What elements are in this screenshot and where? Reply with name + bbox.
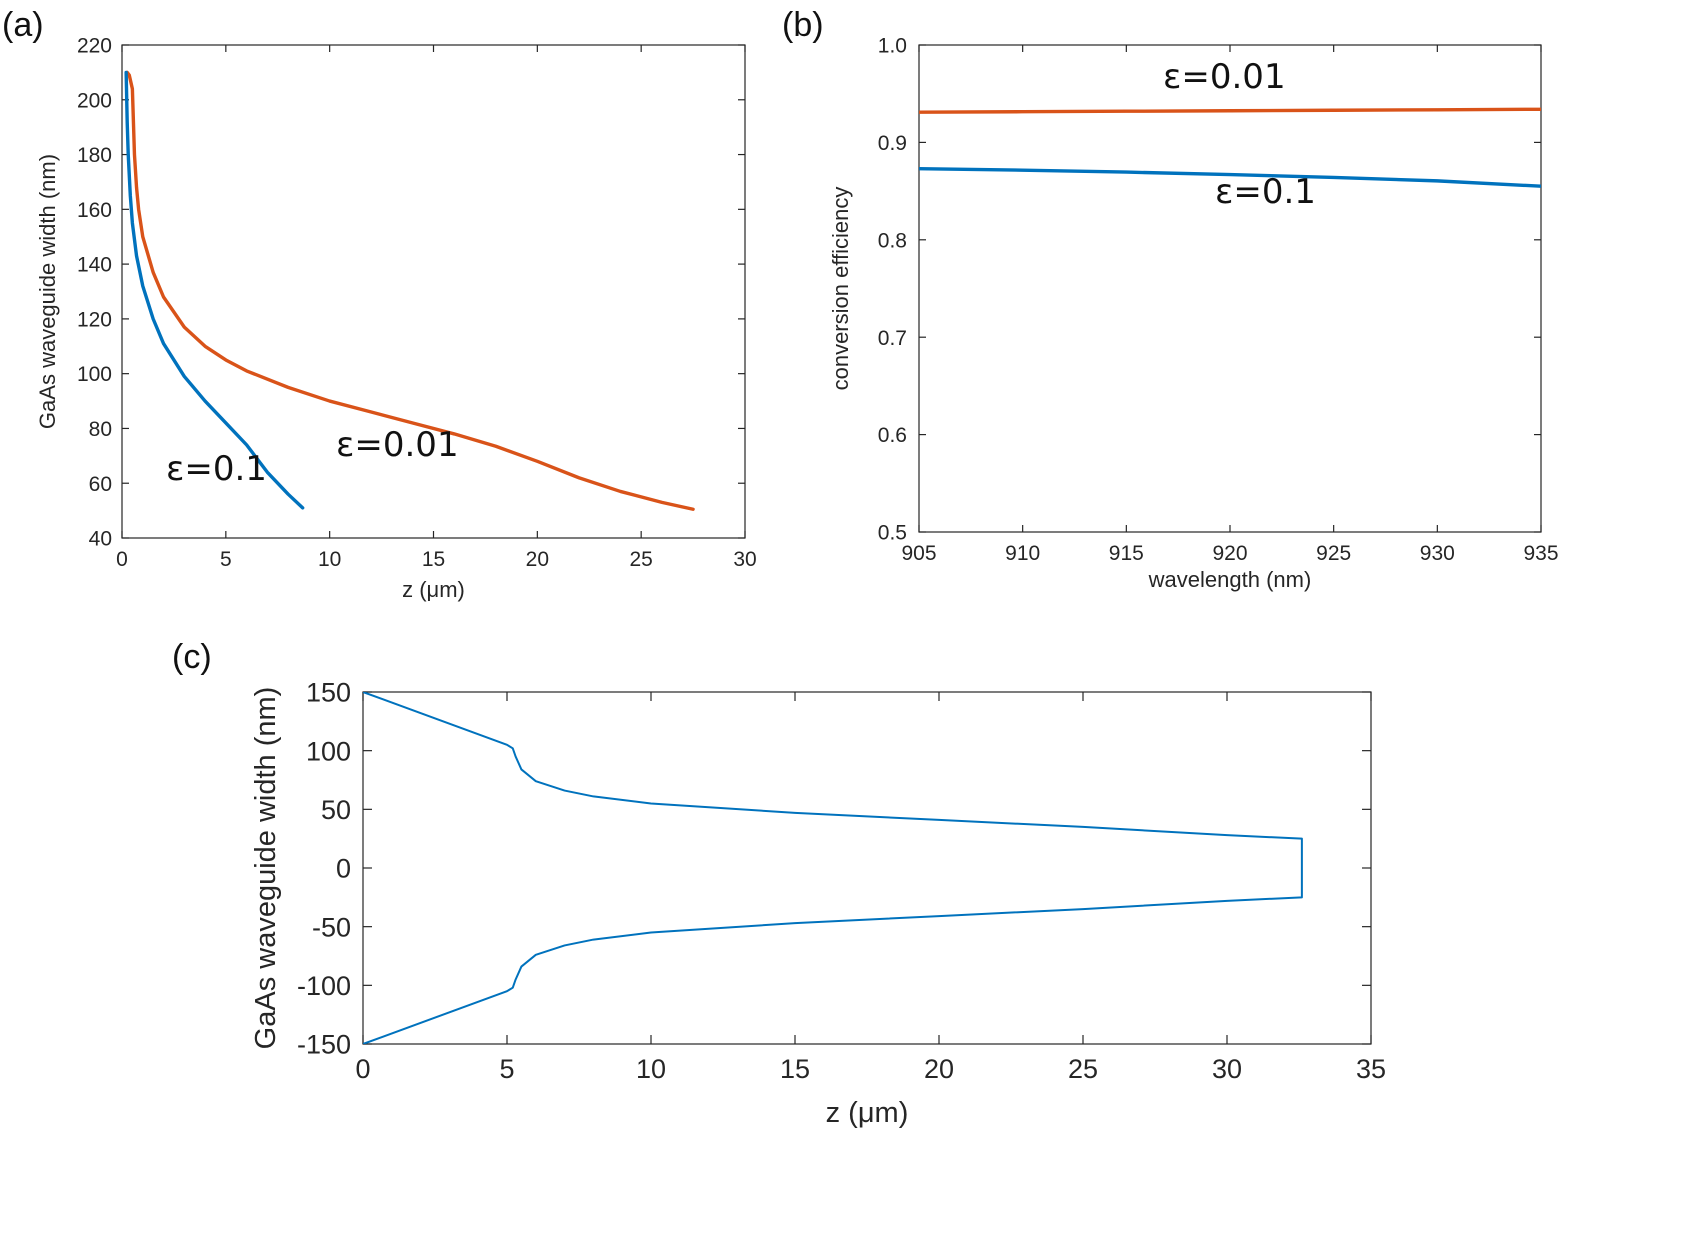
x-tick-label: 935 [1523, 542, 1558, 565]
y-tick-label: 180 [77, 144, 112, 167]
series-label-b-1: ε=0.1 [1215, 172, 1316, 212]
y-tick-label: 140 [77, 254, 112, 277]
series-line-b-1--0-1 [919, 167, 1541, 188]
y-tick-label: 0.9 [878, 132, 907, 155]
x-tick-label: 925 [1316, 542, 1351, 565]
x-tick-label: 20 [924, 1054, 954, 1084]
y-tick-label: 100 [306, 736, 351, 766]
series-line-c-0-waveguide-outline [363, 692, 1303, 1044]
series-label-a-1: ε=0.1 [166, 449, 267, 489]
y-tick-label: -150 [297, 1030, 351, 1060]
y-axis-label: conversion efficiency [828, 187, 853, 391]
panel-label-c: (c) [172, 638, 212, 676]
y-axis-label: GaAs waveguide width (nm) [35, 154, 60, 429]
y-tick-label: 120 [77, 308, 112, 331]
x-tick-label: 0 [116, 548, 128, 571]
y-tick-label: 220 [77, 35, 112, 58]
x-tick-label: 920 [1212, 542, 1247, 565]
x-tick-label: 15 [422, 548, 445, 571]
x-axis-label: z (μm) [826, 1097, 909, 1129]
panel-a-line-chart: (a) 0 5 10 15 20 25 30 40 60 80 100 120 140 160 180 200 2… [2, 6, 757, 602]
x-tick-label: 915 [1109, 542, 1144, 565]
y-tick-label: 150 [306, 678, 351, 708]
x-tick-label: 0 [355, 1054, 370, 1084]
x-tick-label: 30 [733, 548, 756, 571]
x-tick-label: 15 [780, 1054, 810, 1084]
series-line-a-1--0-1 [124, 70, 305, 510]
panel-b-line-chart: (b) 905 910 915 920 925 930 935 0.5 0.6 0.7 0.8 0.9 1… [782, 6, 1559, 592]
y-tick-label: 40 [89, 528, 112, 551]
y-tick-label: 0.5 [878, 522, 907, 545]
y-tick-label: 100 [77, 363, 112, 386]
x-axis-label: wavelength (nm) [1148, 567, 1312, 592]
y-tick-label: 0.6 [878, 424, 907, 447]
x-tick-label: 30 [1212, 1054, 1242, 1084]
x-tick-label: 5 [499, 1054, 514, 1084]
y-tick-label: 80 [89, 418, 112, 441]
x-tick-label: 10 [318, 548, 341, 571]
x-tick-label: 10 [636, 1054, 666, 1084]
series-line-b-0--0-01 [919, 107, 1541, 114]
series-label-a-0: ε=0.01 [336, 425, 459, 465]
y-axis-label: GaAs waveguide width (nm) [250, 687, 282, 1050]
x-tick-label: 25 [629, 548, 652, 571]
series-line-a-0--0-01 [125, 70, 695, 511]
y-tick-label: 200 [77, 89, 112, 112]
y-tick-label: 1.0 [878, 35, 907, 58]
y-tick-label: 0.8 [878, 229, 907, 252]
y-tick-label: 60 [89, 473, 112, 496]
y-tick-label: 160 [77, 199, 112, 222]
panel-label-a: (a) [2, 6, 44, 44]
x-tick-label: 35 [1356, 1054, 1386, 1084]
x-tick-label: 5 [220, 548, 232, 571]
x-tick-label: 910 [1005, 542, 1040, 565]
y-tick-label: 50 [321, 795, 351, 825]
x-tick-label: 25 [1068, 1054, 1098, 1084]
y-tick-label: 0 [336, 854, 351, 884]
x-tick-label: 20 [526, 548, 549, 571]
panel-c-line-chart: (c) 0 5 10 15 20 25 30 35 -150 -100 -50 0 50 100 150 z (… [172, 638, 1386, 1129]
y-tick-label: 0.7 [878, 327, 907, 350]
panel-label-b: (b) [782, 6, 824, 44]
y-tick-label: -50 [312, 912, 351, 942]
x-tick-label: 930 [1420, 542, 1455, 565]
series-label-b-0: ε=0.01 [1163, 57, 1286, 97]
y-tick-label: -100 [297, 971, 351, 1001]
x-axis-label: z (μm) [402, 577, 465, 602]
x-tick-label: 905 [901, 542, 936, 565]
